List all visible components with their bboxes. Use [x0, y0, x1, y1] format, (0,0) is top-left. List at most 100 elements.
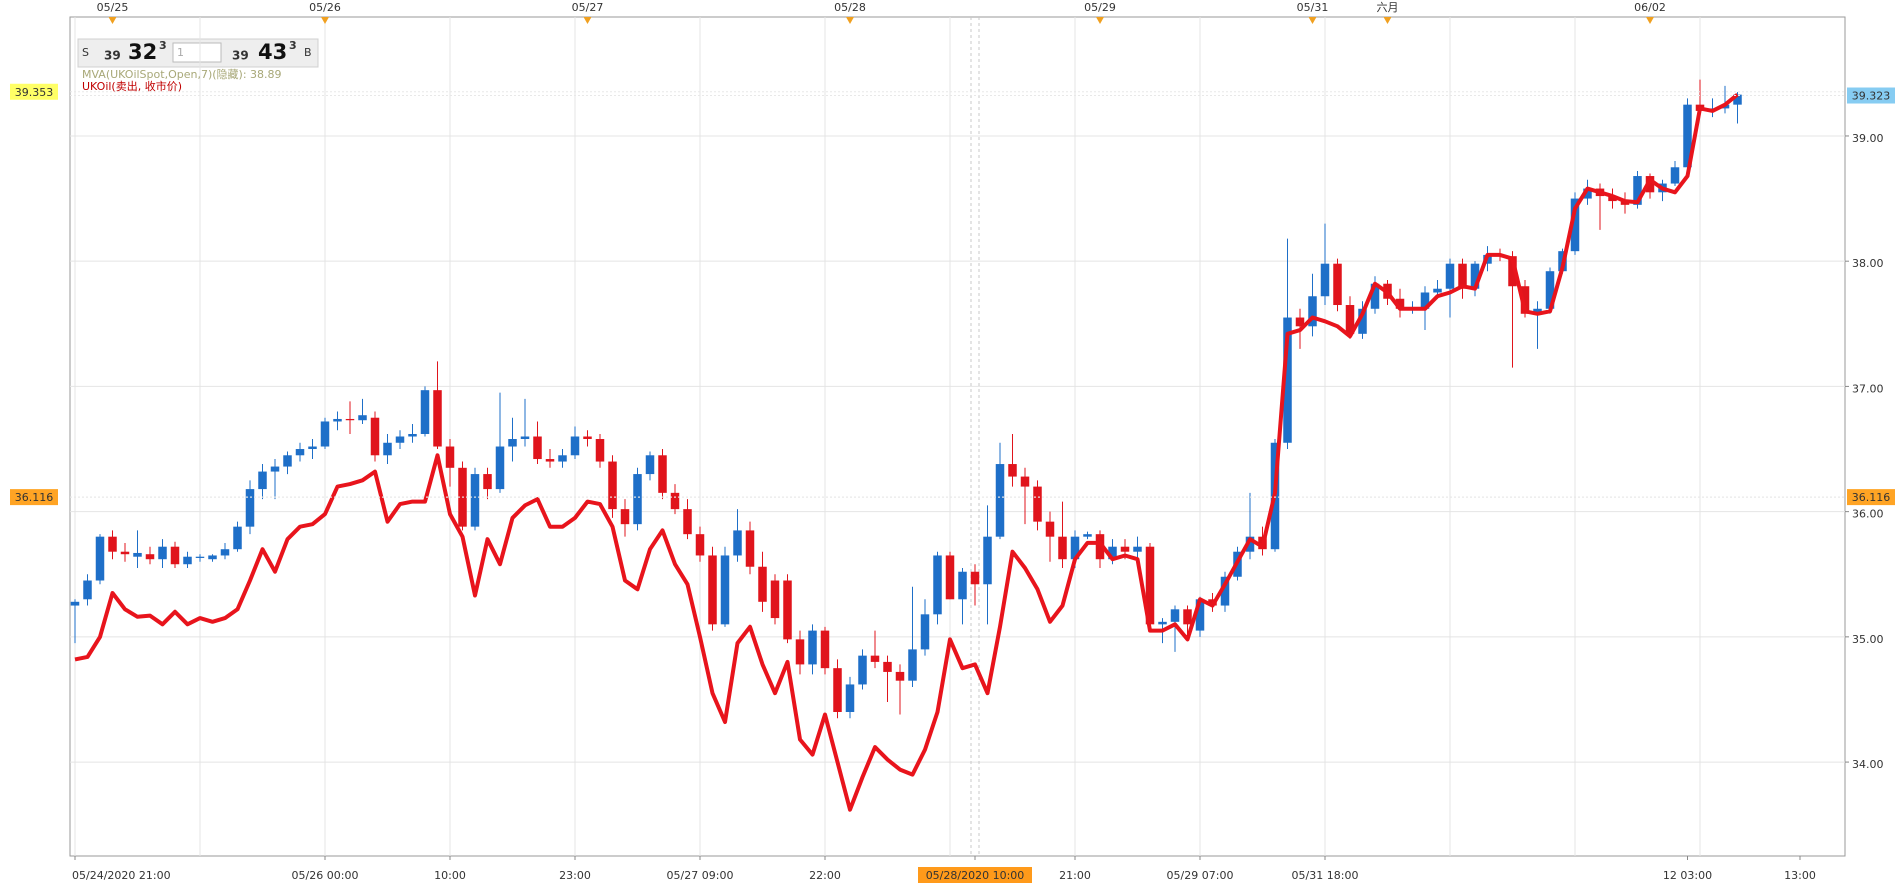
candle-body	[283, 455, 292, 467]
candle-body	[720, 555, 730, 625]
candle-body	[1545, 271, 1555, 309]
price-marker-label: 36.116	[15, 491, 54, 504]
candle-body	[1158, 621, 1167, 625]
candle-body	[220, 549, 230, 556]
sell-sup: 3	[159, 39, 167, 52]
price-marker	[10, 489, 58, 506]
x-tick-label: 12 03:00	[1663, 869, 1712, 882]
y-tick-label: 35.00	[1852, 633, 1884, 646]
candle-body	[1308, 296, 1317, 327]
candle-body	[1395, 298, 1405, 309]
candle-body	[808, 630, 817, 665]
candle-body	[508, 439, 517, 447]
candle-body	[1683, 104, 1692, 168]
candle-body	[733, 530, 742, 556]
session-triangle	[583, 17, 592, 24]
session-triangle	[321, 17, 329, 24]
candle-body	[920, 614, 930, 650]
candle-body	[95, 536, 105, 581]
x-tick-label: 05/31 18:00	[1292, 869, 1359, 882]
candle-body	[1108, 546, 1117, 560]
candle-body	[320, 421, 330, 447]
session-label: 05/29	[1084, 1, 1116, 14]
candle-body	[983, 536, 992, 585]
candle-body	[1083, 534, 1092, 537]
candle-body	[158, 546, 167, 560]
candle-body	[870, 655, 880, 662]
price-marker-label: 36.116	[1852, 491, 1891, 504]
y-tick-label: 34.00	[1852, 758, 1884, 771]
candle-body	[1420, 292, 1430, 309]
candle-body	[1020, 476, 1030, 487]
candle-body	[1070, 536, 1080, 560]
price-marker-label: 39.323	[1852, 90, 1891, 103]
x-tick-label: 05/27 09:00	[667, 869, 734, 882]
candle-body	[758, 566, 767, 602]
candle-body	[1320, 263, 1330, 297]
candle-body	[1670, 167, 1680, 184]
candle-body	[1645, 176, 1655, 193]
candle-body	[608, 461, 617, 510]
x-tick-label: 05/26 00:00	[292, 869, 359, 882]
candle-body	[495, 446, 505, 490]
candle-body	[945, 555, 955, 600]
lot-input[interactable]	[172, 42, 222, 63]
candle-body	[70, 601, 80, 606]
candle-body	[1195, 599, 1205, 631]
candle-body	[208, 555, 217, 560]
candle-body	[1633, 176, 1642, 205]
candle-body	[270, 466, 280, 472]
candle-body	[83, 580, 92, 600]
x-label-highlight	[918, 867, 1032, 883]
candle-body	[420, 390, 430, 434]
candle-body	[533, 436, 542, 460]
session-triangle	[108, 17, 117, 24]
candle-body	[370, 417, 380, 456]
x-tick-label: 05/24/2020 21:00	[72, 869, 171, 882]
candle-body	[1095, 534, 1105, 560]
session-triangle	[1308, 17, 1317, 24]
y-tick-label: 36.00	[1852, 508, 1884, 521]
candle-body	[1008, 464, 1017, 477]
session-triangle	[1096, 17, 1104, 24]
candle-body	[883, 661, 892, 672]
sell-big: 39	[104, 49, 121, 63]
session-label: 05/31	[1297, 1, 1329, 14]
candle-body	[1508, 256, 1517, 287]
candle-body	[1570, 198, 1580, 252]
x-tick-label: 10:00	[434, 869, 466, 882]
session-label: 05/27	[572, 1, 604, 14]
candle-body	[295, 449, 305, 456]
candle-body	[520, 436, 530, 440]
candle-body	[1170, 609, 1180, 622]
candle-body	[845, 684, 855, 712]
candle-body	[108, 536, 117, 552]
candle-body	[1470, 263, 1480, 289]
legend-entry: MVA(UKOilSpot,Open,7)(隐藏): 38.89	[82, 68, 282, 81]
candle-body	[1608, 196, 1617, 202]
candle-body	[258, 471, 267, 490]
candle-body	[1520, 286, 1530, 314]
candle-body	[683, 509, 692, 535]
candle-body	[408, 433, 417, 437]
candle-body	[145, 554, 155, 560]
buy-big: 39	[232, 49, 249, 63]
grid-layer	[70, 17, 1845, 856]
x-tick-label: 05/29 07:00	[1167, 869, 1234, 882]
candle-body	[695, 534, 705, 556]
sell-label: S	[82, 46, 89, 59]
candle-body	[470, 474, 480, 527]
candle-body	[1033, 486, 1042, 522]
candle-body	[1358, 308, 1367, 334]
x-tick-label: 23:00	[559, 869, 591, 882]
y-tick-label: 38.00	[1852, 257, 1884, 270]
candle-body	[245, 489, 255, 527]
candle-body	[1045, 521, 1055, 537]
candle-body	[858, 655, 867, 685]
session-label: 05/28	[834, 1, 866, 14]
candle-body	[395, 436, 405, 443]
candle-body	[1183, 609, 1192, 625]
session-label: 05/26	[309, 1, 341, 14]
